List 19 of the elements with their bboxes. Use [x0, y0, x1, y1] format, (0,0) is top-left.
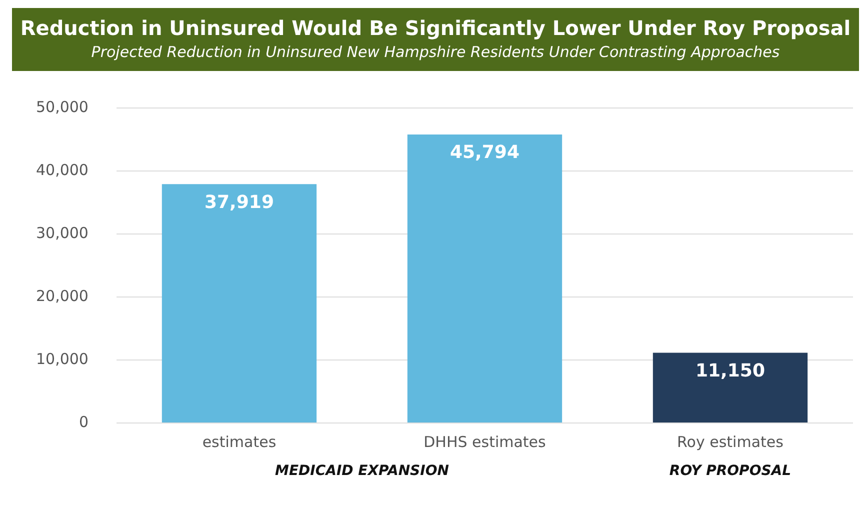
- y-tick-label: 40,000: [36, 160, 88, 179]
- chart-title: Reduction in Uninsured Would Be Significantly Lower Under Roy Proposal: [19, 16, 852, 40]
- data-label: 45,794: [450, 142, 520, 164]
- y-tick-label: 50,000: [36, 98, 88, 116]
- x-tick-label: Roy estimates: [677, 432, 784, 451]
- data-label: 37,919: [204, 192, 274, 213]
- bar: [162, 184, 317, 422]
- text: ROY PROPOSAL: [669, 463, 792, 479]
- bar: [407, 134, 562, 422]
- x-tick-label: DHHS estimates: [424, 432, 546, 451]
- y-tick-label: 0: [78, 412, 88, 431]
- bar: [652, 352, 808, 422]
- y-tick-label: 30,000: [36, 224, 88, 242]
- chart-subtitle: Projected Reduction in Uninsured New Hampshire Residents Under Contrasting Approaches: [90, 43, 781, 61]
- data-label: 11,150: [696, 360, 765, 382]
- text: MEDICAID EXPANSION: [275, 463, 450, 479]
- y-tick-label: 10,000: [36, 350, 88, 368]
- y-tick-label: 20,000: [36, 286, 88, 305]
- x-tick-label: estimates: [202, 432, 276, 451]
